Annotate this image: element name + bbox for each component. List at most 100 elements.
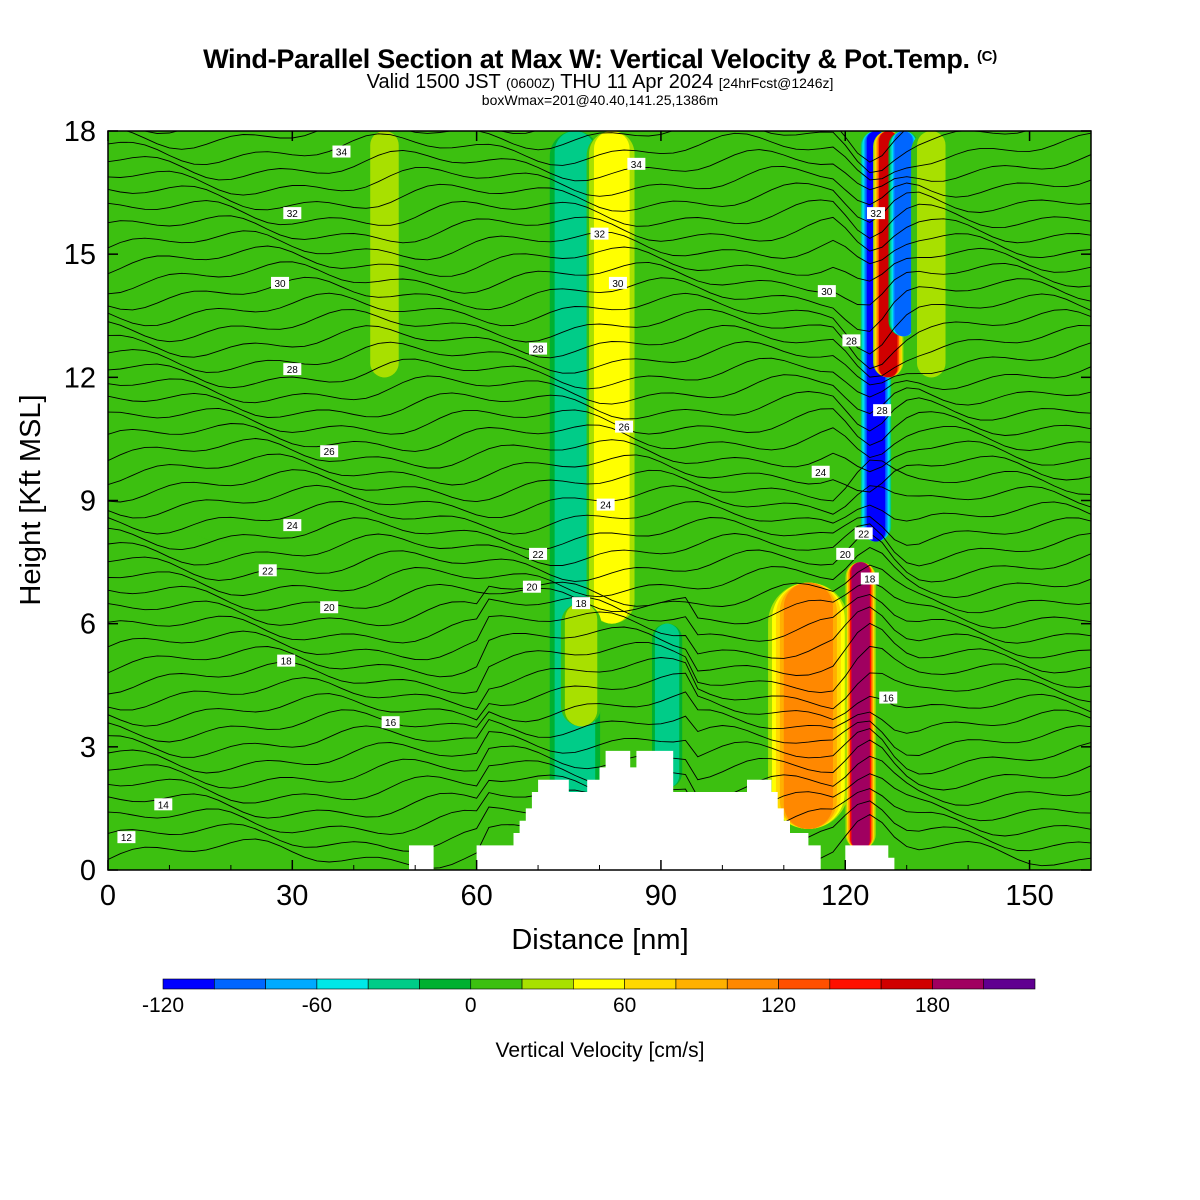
theta-label-bg-25: [860, 572, 879, 585]
theta-label-bg-15: [596, 498, 615, 511]
box-info: boxWmax=201@40.40,141.25,1386m: [481, 92, 719, 108]
theta-contour-44: [108, 132, 1091, 181]
theta-label-2: 32: [287, 209, 299, 220]
theta-label-bg-29: [117, 831, 136, 844]
theta-label-bg-18: [529, 547, 548, 560]
x-tick-label-4: 120: [821, 880, 869, 912]
theta-contour-21: [108, 501, 1091, 535]
theta-contour-19: [108, 523, 1091, 567]
theta-label-29: 12: [121, 833, 133, 844]
theta-contour-32: [108, 324, 1091, 378]
theta-contour-20: [108, 516, 1091, 551]
theta-label-6: 30: [612, 279, 624, 290]
theta-label-13: 26: [619, 423, 631, 434]
theta-label-bg-22: [836, 547, 855, 560]
theta-contour-40: [108, 199, 1091, 239]
theta-label-bg-2: [283, 207, 302, 220]
colorbar-tick-label-3: 60: [613, 994, 636, 1017]
theta-label-9: 28: [287, 365, 299, 376]
theta-contour-37: [108, 245, 1091, 282]
theta-label-bg-0: [332, 145, 351, 158]
theta-label-bg-1: [627, 157, 646, 170]
theta-label-26: 16: [385, 718, 397, 729]
theta-contour-27: [108, 407, 1091, 446]
theta-contour-31: [108, 341, 1091, 386]
theta-label-bg-23: [277, 654, 296, 667]
velocity-cell-0-4: [559, 131, 591, 870]
colorbar-swatch-6: [470, 978, 523, 990]
theta-contour-17: [108, 546, 1091, 599]
theta-contour-41: [108, 182, 1091, 223]
velocity-cell-10-4: [372, 131, 397, 378]
theta-contour-14: [108, 594, 1091, 644]
theta-label-7: 30: [821, 287, 833, 298]
theta-contour-30: [108, 357, 1091, 398]
theta-contour-12: [108, 622, 1091, 678]
colorbar-tick-label-5: 180: [915, 994, 950, 1017]
theta-label-8: 28: [533, 345, 545, 356]
colorbar: -120 -60 0 60 120 180: [142, 978, 1036, 1017]
theta-label-bg-5: [271, 276, 290, 289]
velocity-cell-3-4: [657, 623, 677, 788]
theta-label-18: 22: [533, 550, 545, 561]
theta-contour-36: [108, 261, 1091, 306]
theta-label-bg-8: [529, 342, 548, 355]
theta-label-5: 30: [274, 279, 286, 290]
theta-label-23: 18: [281, 657, 293, 668]
chart-subtitle: Valid 1500 JST (0600Z) THU 11 Apr 2024 […: [0, 71, 1200, 94]
theta-label-bg-3: [590, 227, 609, 240]
forecast-tag: [24hrFcst@1246z]: [718, 75, 834, 91]
theta-label-bg-24: [572, 597, 591, 610]
theta-contour-9: [108, 672, 1091, 727]
colorbar-swatch-8: [573, 978, 625, 990]
velocity-cell-8-4: [894, 131, 913, 337]
theta-label-bg-10: [842, 334, 861, 347]
colorbar-swatch-5: [419, 978, 472, 990]
colorbar-swatch-9: [624, 978, 677, 990]
theta-label-bg-12: [320, 445, 339, 458]
theta-label-bg-21: [522, 580, 541, 593]
valid-date: THU 11 Apr 2024: [560, 71, 714, 93]
x-tick-label-2: 60: [460, 880, 492, 912]
theta-contour-6: [108, 728, 1091, 775]
theta-contour-8: [108, 691, 1091, 743]
chart-title-text: Wind-Parallel Section at Max W: Vertical…: [203, 44, 970, 74]
y-tick-label-2: 6: [80, 609, 96, 641]
theta-label-0: 34: [336, 148, 348, 159]
theta-contour-25: [108, 438, 1091, 473]
theta-labels: 34 34 32 32 32 30 30 30 28 28 28 28 26 26 24 24 24 22 22 22…: [117, 145, 898, 844]
velocity-field: [108, 131, 1091, 870]
theta-contour-13: [108, 606, 1091, 661]
colorbar-swatch-11: [726, 978, 779, 990]
x-tick-label-0: 0: [100, 880, 116, 912]
theta-label-16: 24: [815, 468, 827, 479]
y-tick-label-6: 18: [64, 116, 96, 148]
velocity-cell-11-4: [194, 131, 244, 542]
theta-contour-7: [108, 715, 1091, 758]
y-tick-label-0: 0: [80, 855, 96, 887]
theta-label-25: 18: [864, 575, 876, 586]
y-axis-label: Height [Kft MSL]: [15, 394, 47, 605]
theta-contour-11: [108, 641, 1091, 695]
valid-utc: (0600Z): [505, 75, 555, 91]
colorbar-swatch-10: [675, 978, 728, 990]
theta-contour-16: [108, 564, 1091, 614]
theta-contour-23: [108, 459, 1091, 503]
theta-label-4: 32: [870, 209, 882, 220]
theta-label-bg-20: [320, 601, 339, 614]
theta-label-11: 28: [877, 406, 889, 417]
theta-label-1: 34: [631, 160, 643, 171]
theta-label-bg-16: [811, 465, 830, 478]
colorbar-tick-label-1: -60: [302, 994, 332, 1017]
terrain-profile: [409, 750, 895, 870]
theta-label-12: 26: [324, 447, 336, 458]
velocity-cell-4-4: [783, 582, 833, 829]
terrain: [409, 750, 895, 870]
colorbar-swatch-2: [265, 978, 318, 990]
x-tick-label-1: 30: [276, 880, 308, 912]
axes: 0 30 60 90 120 150 0 3 6 9 12 15 18: [64, 116, 1092, 912]
theta-label-28: 14: [158, 800, 170, 811]
theta-label-14: 24: [287, 521, 299, 532]
theta-contour-33: [108, 308, 1091, 370]
